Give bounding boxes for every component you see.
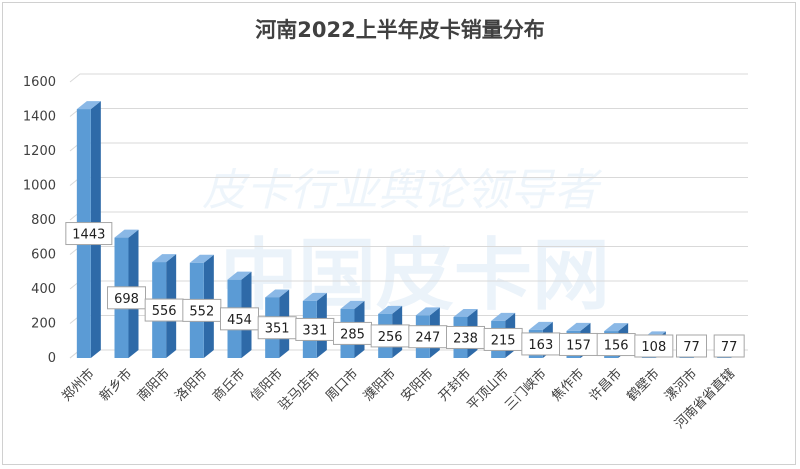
bar-top: [265, 289, 290, 298]
bar-top: [528, 321, 553, 330]
data-label-text: 156: [604, 339, 629, 354]
bar-top: [340, 300, 365, 309]
data-label-box: [107, 286, 146, 310]
x-category-label: 焦作市: [548, 366, 587, 405]
data-label: 163: [521, 332, 561, 356]
x-category-label: 许昌市: [586, 366, 625, 405]
data-label-box: [713, 334, 745, 358]
data-label: 108: [634, 334, 674, 358]
data-label-text: 108: [641, 340, 666, 355]
data-label-text: 454: [227, 313, 252, 328]
data-label: 256: [370, 324, 410, 348]
y-axis-ticks: 0 200 400 600 800 1000 1200 1400 1600: [23, 75, 56, 366]
data-label-text: 77: [721, 340, 738, 355]
data-label: 556: [144, 298, 184, 322]
bar-top: [378, 305, 403, 314]
x-category-label: 安阳市: [398, 366, 437, 405]
data-label-box: [65, 222, 113, 246]
chart-title: 河南2022上半年皮卡销量分布: [255, 18, 545, 42]
x-category-label: 驻马店市: [276, 366, 324, 414]
data-label-box: [676, 334, 707, 358]
bar-top: [566, 322, 591, 331]
bar-top: [302, 292, 327, 301]
gridline: [69, 73, 748, 83]
y-tick-label: 0: [48, 351, 56, 366]
data-label-text: 163: [528, 338, 553, 353]
y-tick-label: 800: [31, 213, 56, 228]
y-tick-label: 1000: [23, 179, 56, 194]
x-category-label: 商丘市: [209, 366, 248, 405]
data-label-text: 698: [114, 292, 139, 307]
data-label: 331: [295, 317, 335, 341]
data-label-text: 351: [265, 322, 290, 337]
bar-top: [604, 323, 629, 332]
bar-top: [152, 254, 177, 263]
x-category-label: 鹤壁市: [624, 366, 663, 405]
data-label: 238: [446, 325, 485, 349]
gridline: [69, 108, 748, 117]
data-label-text: 285: [340, 327, 365, 342]
y-tick-label: 1200: [23, 144, 56, 159]
data-label-text: 238: [453, 331, 478, 346]
bar-top: [189, 254, 214, 263]
data-label-box: [634, 334, 674, 358]
x-category-label: 郑州市: [59, 366, 98, 405]
x-category-label: 洛阳市: [172, 366, 211, 405]
data-label: 1443: [65, 222, 113, 246]
data-label: 77: [676, 334, 707, 358]
data-label-text: 77: [683, 340, 700, 355]
data-label: 285: [333, 321, 372, 345]
data-label: 247: [408, 325, 448, 349]
y-tick-label: 600: [31, 248, 56, 263]
data-label-text: 331: [302, 323, 327, 338]
data-label-text: 157: [566, 338, 591, 353]
bar-top: [114, 229, 139, 238]
bar-top: [491, 312, 516, 321]
data-label: 156: [596, 333, 636, 357]
bar-top: [415, 307, 440, 316]
y-tick-label: 400: [31, 282, 56, 297]
x-category-label: 周口市: [322, 366, 361, 405]
y-tick-label: 1400: [23, 110, 56, 125]
data-label-text: 215: [491, 333, 516, 348]
data-label: 351: [257, 316, 297, 340]
data-label-text: 256: [378, 330, 403, 345]
data-label: 157: [559, 332, 598, 356]
x-category-label: 新乡市: [96, 366, 135, 405]
data-label: 215: [483, 327, 523, 351]
data-label: 552: [182, 298, 222, 322]
watermark-slogan: 皮卡行业舆论领导者: [202, 165, 603, 216]
x-category-label: 南阳市: [134, 366, 173, 405]
data-label: 77: [713, 334, 745, 358]
data-label: 698: [107, 286, 146, 310]
data-label-text: 1443: [72, 228, 105, 243]
data-label: 454: [220, 307, 259, 331]
bar-top: [227, 271, 252, 280]
data-label-text: 247: [415, 331, 440, 346]
data-label-text: 556: [152, 304, 177, 319]
bar-top: [453, 308, 478, 317]
data-labels: 1443 698 556 552 454 351 331 285 256 247 238 215 163…: [65, 222, 745, 358]
gridline: [69, 142, 748, 152]
x-category-label: 三门峡市: [502, 366, 550, 414]
x-category-label: 濮阳市: [360, 366, 399, 405]
bar-top: [76, 101, 101, 110]
y-tick-label: 200: [31, 317, 56, 332]
data-label-text: 552: [189, 304, 214, 319]
y-tick-label: 1600: [23, 75, 56, 90]
